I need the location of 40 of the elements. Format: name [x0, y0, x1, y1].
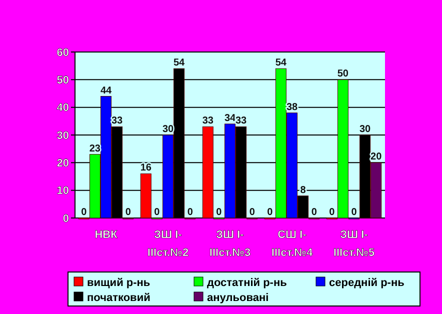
y-tick-label: 60: [56, 46, 69, 59]
x-tick-label: НВК: [94, 229, 118, 241]
y-tick-label: 20: [56, 158, 69, 170]
data-label: 0: [216, 207, 222, 218]
y-tick-label: 40: [56, 102, 69, 114]
data-label: 0: [154, 207, 160, 218]
x-tick-label: ЗШ І-ІІІст.№3: [209, 229, 251, 259]
data-label: 30: [162, 124, 174, 135]
data-label: 44: [100, 85, 112, 96]
x-tick-label: ЗШ І-ІІІст.№2: [147, 229, 189, 259]
data-label: 33: [202, 116, 214, 127]
y-tick-label: 30: [56, 130, 69, 142]
data-label: 0: [187, 207, 194, 218]
data-label: 20: [370, 152, 382, 163]
data-label: 30: [359, 124, 372, 135]
legend-label: достатній р-нь: [207, 276, 288, 289]
data-label: 33: [111, 116, 124, 127]
data-label: 54: [173, 58, 186, 69]
legend-label: початковий: [87, 292, 150, 304]
data-label: 16: [140, 162, 152, 174]
legend-label: вищий р-нь: [87, 276, 150, 289]
data-label: 0: [351, 207, 358, 218]
legend-label: середній р-нь: [329, 276, 405, 289]
y-tick-label: 10: [56, 185, 69, 198]
data-label: 0: [311, 207, 318, 218]
y-tick-label: 50: [56, 74, 69, 87]
data-label: 50: [337, 68, 349, 80]
data-label: 0: [125, 207, 132, 218]
data-label: 33: [235, 116, 248, 127]
data-label: 0: [249, 207, 256, 218]
data-label: 54: [275, 58, 287, 69]
x-tick-label: СШ І-ІІІст.№4: [271, 229, 314, 259]
x-tick-label: ЗШ І-ІІІст.№5: [333, 229, 375, 259]
data-label: 34: [224, 112, 236, 124]
data-label: 0: [267, 207, 274, 218]
data-label: 0: [81, 207, 88, 218]
data-label: 0: [329, 207, 336, 218]
data-label: 23: [89, 143, 101, 154]
y-tick-label: 0: [62, 212, 69, 225]
legend-label: анульовані: [207, 292, 269, 304]
